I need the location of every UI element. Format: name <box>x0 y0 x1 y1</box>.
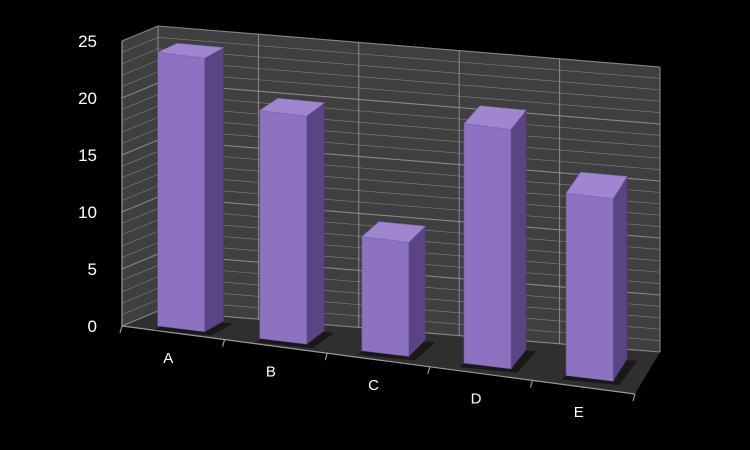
bar-front <box>361 236 410 357</box>
bar-side <box>510 109 527 370</box>
bar-E <box>562 171 638 386</box>
bar-top <box>565 171 628 200</box>
x-axis-tick <box>632 393 636 402</box>
x-axis-tick <box>119 325 123 334</box>
x-tick-label: E <box>574 404 584 421</box>
y-tick-label: 0 <box>88 317 97 336</box>
x-axis-tick <box>324 353 328 361</box>
bar-A <box>153 42 234 336</box>
y-tick-label: 20 <box>78 89 97 108</box>
bar-front <box>157 52 205 333</box>
y-tick-label: 5 <box>88 260 97 279</box>
x-axis-tick <box>529 380 533 388</box>
x-tick-label: C <box>368 377 379 394</box>
bar-top <box>258 97 326 117</box>
bar-side <box>204 47 224 333</box>
x-tick-label: A <box>163 350 173 367</box>
x-axis-line <box>121 325 636 395</box>
side-wall <box>122 26 158 326</box>
x-axis-labels: A B C D E <box>163 350 583 421</box>
bar-top <box>361 221 426 243</box>
y-tick-label: 10 <box>78 203 97 222</box>
y-tick-label: 25 <box>78 32 97 51</box>
bar-front <box>463 123 512 370</box>
x-axis-tick <box>427 366 431 374</box>
bars <box>153 42 638 386</box>
bar-side <box>306 102 325 345</box>
bar-C <box>357 221 436 361</box>
bar-B <box>255 97 335 349</box>
y-tick-label: 15 <box>78 146 97 165</box>
y-axis-ticks: 0 5 10 15 20 25 <box>78 32 97 336</box>
bar-D <box>460 105 537 373</box>
bar-top <box>463 105 527 130</box>
x-tick-label: B <box>266 363 276 380</box>
bar-front <box>565 192 614 382</box>
bar-side <box>612 175 628 383</box>
bar-top <box>156 42 225 59</box>
bar-side <box>408 225 426 358</box>
x-tick-label: D <box>471 391 482 408</box>
bar-front <box>259 110 308 345</box>
x-axis-tick <box>222 339 226 347</box>
axes <box>119 41 636 402</box>
